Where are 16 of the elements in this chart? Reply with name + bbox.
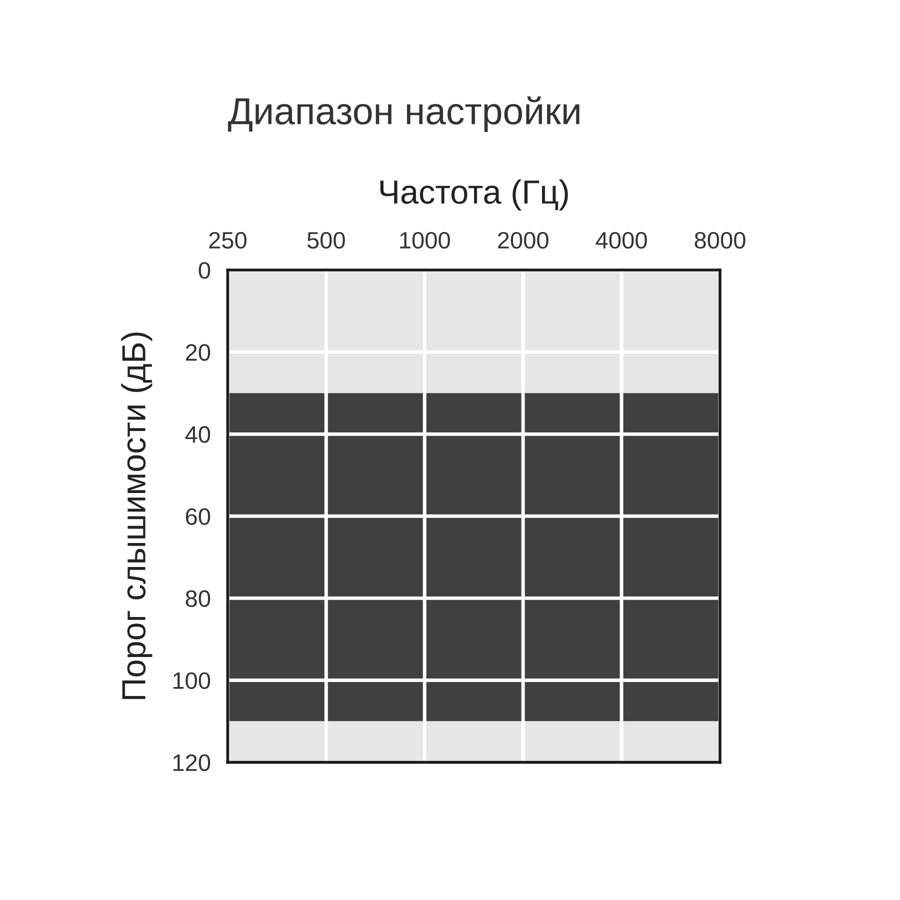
y-tick-label: 0 — [198, 262, 210, 279]
x-tick-label: 250 — [209, 232, 246, 249]
x-tick-label: 500 — [307, 232, 345, 249]
y-tick-label: 60 — [186, 508, 210, 525]
y-tick-label: 120 — [173, 754, 210, 772]
y-tick-label: 100 — [173, 672, 210, 690]
x-tick-label: 4000 — [596, 232, 647, 249]
x-tick-label: 8000 — [694, 232, 746, 249]
y-tick-label: 40 — [185, 426, 210, 443]
x-axis-title: Частота (Гц) — [380, 179, 568, 210]
y-tick-label: 20 — [186, 344, 210, 361]
x-tick-label: 1000 — [400, 232, 450, 249]
y-axis-title: Порог слышимости (дБ) — [121, 332, 152, 700]
y-tick-label: 80 — [186, 590, 210, 607]
chart-title: Диапазон настройки — [228, 96, 580, 132]
x-tick-label: 2000 — [498, 232, 548, 249]
